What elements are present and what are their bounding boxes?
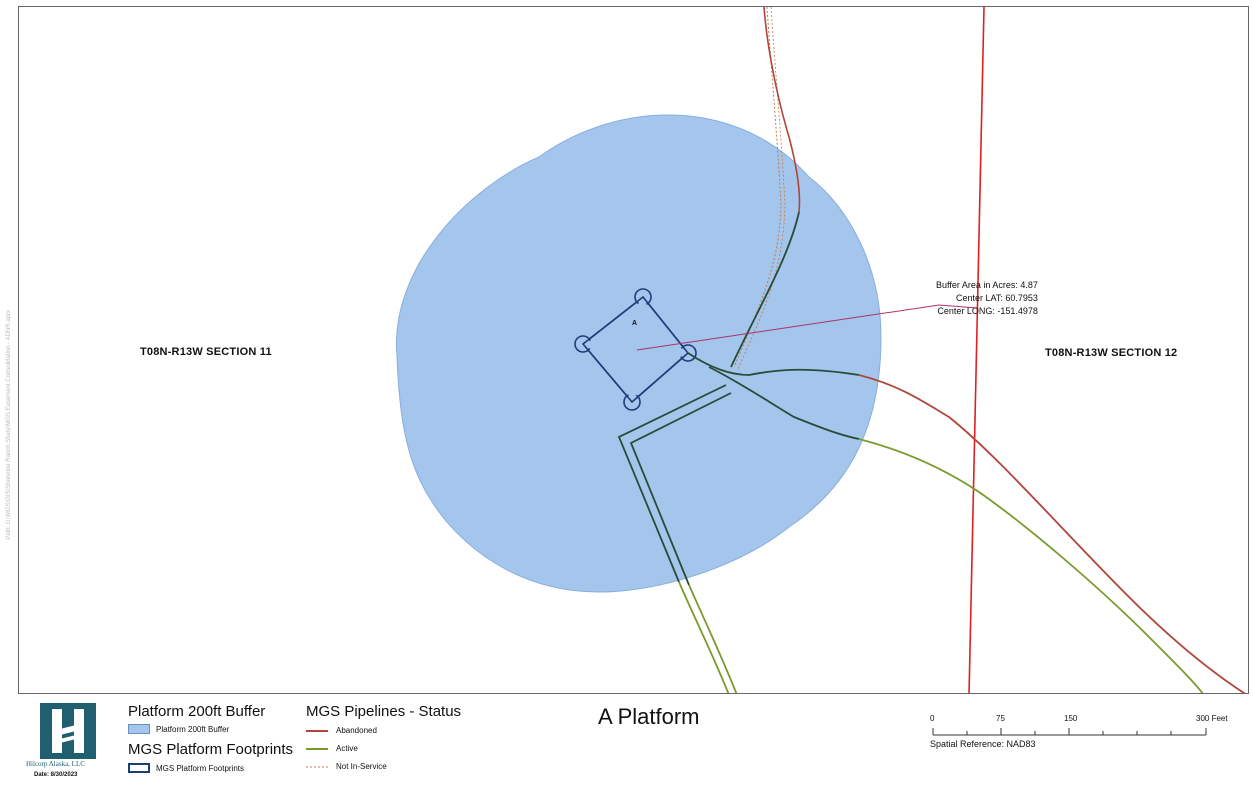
legend-status-active: Active bbox=[336, 744, 358, 753]
legend-status-not-in-service: Not In-Service bbox=[336, 762, 387, 771]
active-swatch-icon bbox=[306, 748, 328, 750]
pipeline-dark-north bbox=[730, 211, 800, 368]
callout-area: Buffer Area in Acres: 4.87 bbox=[936, 280, 1038, 290]
section-11-label: T08N-R13W SECTION 11 bbox=[140, 346, 272, 358]
legend-status-abandoned: Abandoned bbox=[336, 726, 377, 735]
map-frame[interactable]: T08N-R13W SECTION 11 T08N-R13W SECTION 1… bbox=[18, 6, 1249, 694]
pipeline-abandoned-upper bbox=[763, 7, 801, 213]
scale-tick-300: 300 Feet bbox=[1196, 714, 1228, 723]
pipeline-active-south-a bbox=[678, 581, 730, 693]
scale-bar bbox=[932, 728, 1207, 736]
pipeline-active-east bbox=[858, 438, 1204, 693]
footprint-swatch-icon bbox=[128, 763, 150, 773]
callout-leader-tail bbox=[938, 304, 978, 309]
callout-long: Center LONG: -151.4978 bbox=[937, 306, 1038, 316]
company-name: Hilcorp Alaska, LLC bbox=[26, 760, 85, 768]
legend-footprint-heading: MGS Platform Footprints bbox=[128, 741, 294, 758]
pipeline-not-in-service-2 bbox=[737, 7, 786, 370]
buffer-callout: Buffer Area in Acres: 4.87 Center LAT: 6… bbox=[936, 279, 1038, 318]
map-canvas bbox=[395, 7, 1246, 693]
pipeline-dark-south-a bbox=[617, 384, 727, 583]
scale-tick-75: 75 bbox=[996, 714, 1005, 723]
legend-footprint-item: MGS Platform Footprints bbox=[156, 764, 245, 773]
pipeline-active-south-b bbox=[688, 584, 738, 693]
pipeline-abandoned-east bbox=[858, 374, 1246, 693]
pipeline-dark-south-b bbox=[629, 392, 732, 586]
callout-leader-line bbox=[636, 304, 940, 351]
buffer-swatch-icon bbox=[128, 724, 150, 734]
legend-pipelines-heading: MGS Pipelines - Status bbox=[306, 703, 462, 720]
platform-footprint bbox=[574, 288, 697, 411]
section-12-label: T08N-R13W SECTION 12 bbox=[1045, 347, 1178, 359]
callout-lat: Center LAT: 60.7953 bbox=[956, 293, 1038, 303]
scale-tick-150: 150 bbox=[1064, 714, 1078, 723]
pipeline-dark-east bbox=[687, 352, 860, 376]
legend-buffer-heading: Platform 200ft Buffer bbox=[128, 703, 266, 720]
legend-area: Hilcorp Alaska, LLC Date: 8/30/2023 Plat… bbox=[0, 694, 1253, 787]
file-path-text-container: Path: G:\MGS\GIS\Shoreline Ranch Study\M… bbox=[2, 310, 16, 710]
not-in-service-swatch-icon bbox=[306, 766, 328, 768]
map-title: A Platform bbox=[598, 704, 700, 729]
pipeline-dark-southeast bbox=[708, 366, 860, 440]
platform-marker-label: A bbox=[632, 320, 638, 327]
spatial-reference: Spatial Reference: NAD83 bbox=[930, 739, 1036, 749]
section-boundary-line bbox=[968, 7, 985, 693]
hilcorp-logo-icon bbox=[40, 703, 96, 759]
abandoned-swatch-icon bbox=[306, 730, 328, 732]
map-date: Date: 8/30/2023 bbox=[34, 772, 78, 778]
file-path-text: Path: G:\MGS\GIS\Shoreline Ranch Study\M… bbox=[6, 310, 12, 540]
legend-buffer-item: Platform 200ft Buffer bbox=[156, 725, 230, 734]
scale-tick-0: 0 bbox=[930, 714, 935, 723]
